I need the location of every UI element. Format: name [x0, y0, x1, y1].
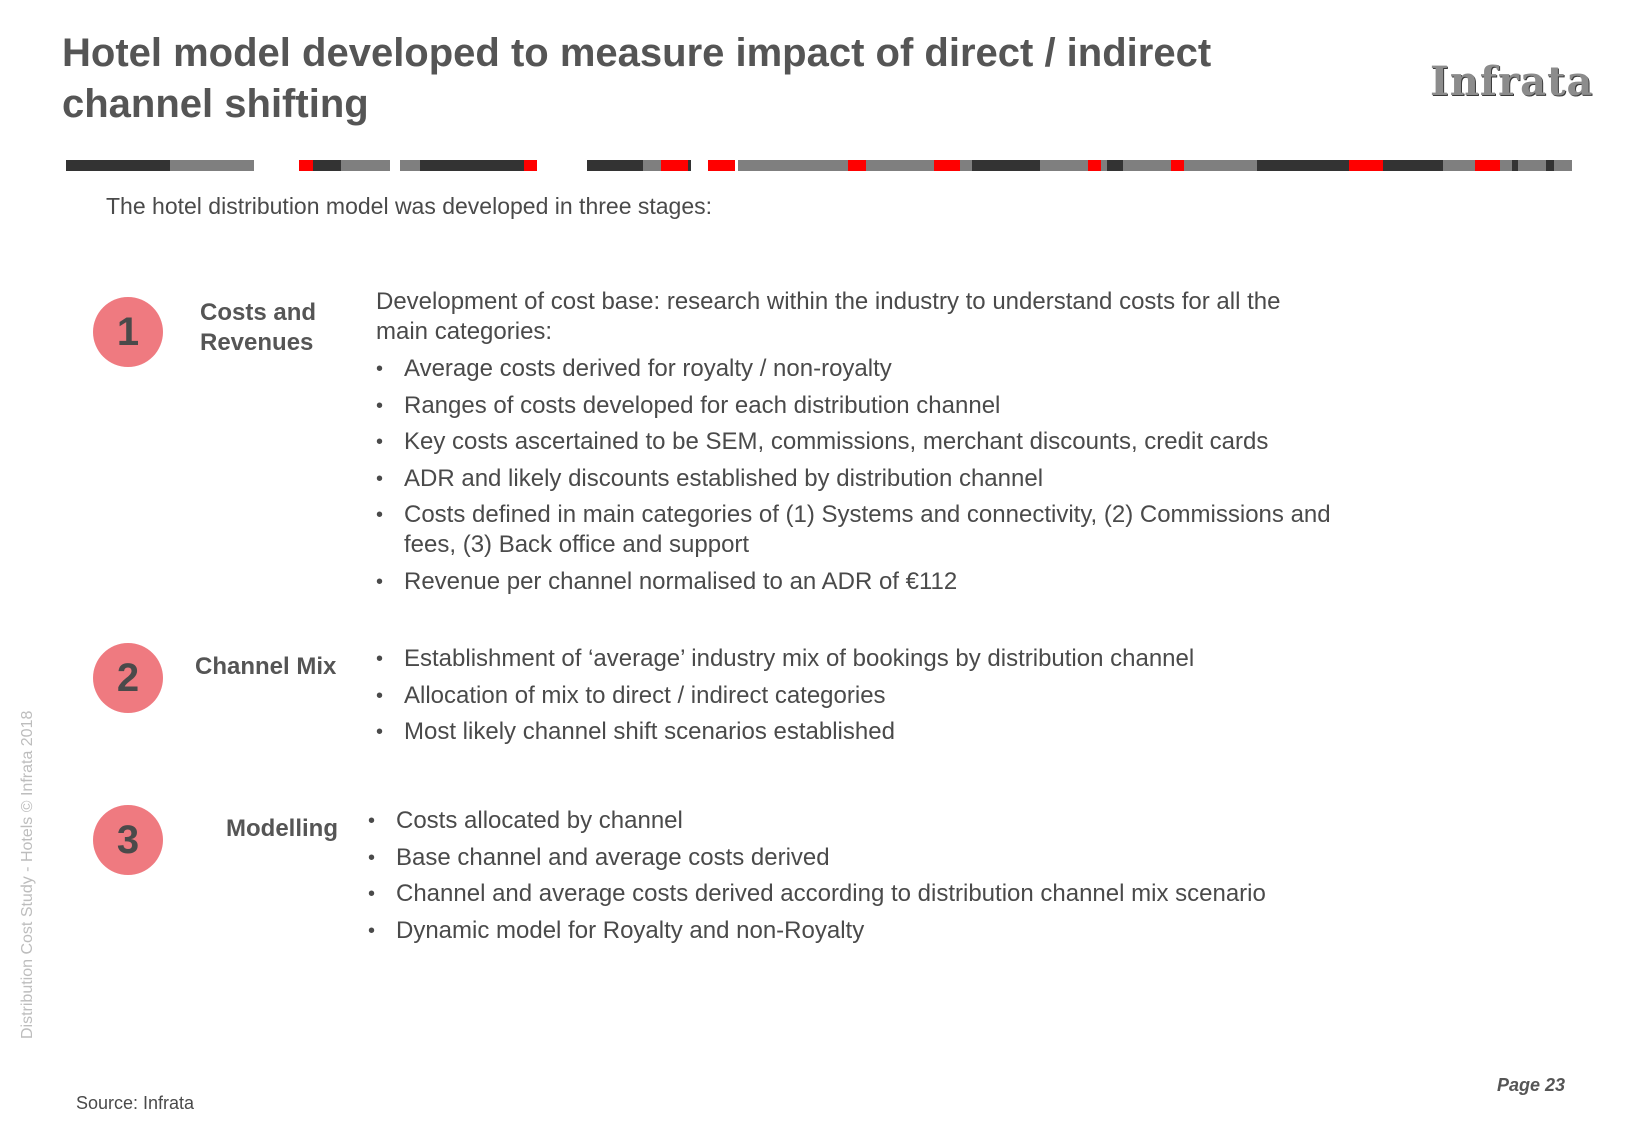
list-item: Average costs derived for royalty / non-…	[376, 354, 1336, 384]
list-item: Revenue per channel normalised to an ADR…	[376, 567, 1336, 597]
list-item: Most likely channel shift scenarios esta…	[376, 717, 1336, 747]
copyright-side-note: Distribution Cost Study - Hotels © Infra…	[19, 710, 36, 1039]
source-note: Source: Infrata	[76, 1093, 195, 1113]
page-number: Page 23	[1497, 1075, 1566, 1095]
list-item: ADR and likely discounts established by …	[376, 464, 1336, 494]
stage-3-bullet-list: Costs allocated by channel Base channel …	[368, 806, 1328, 952]
list-item: Allocation of mix to direct / indirect c…	[376, 681, 1336, 711]
stage-2-bullet-list: Establishment of ‘average’ industry mix …	[376, 644, 1336, 754]
stage-1-bullet-list: Average costs derived for royalty / non-…	[376, 354, 1336, 603]
stage-3-number-badge: 3	[93, 805, 163, 875]
intro-text: The hotel distribution model was develop…	[106, 193, 713, 219]
list-item: Establishment of ‘average’ industry mix …	[376, 644, 1336, 674]
stage-1-description: Development of cost base: research withi…	[376, 288, 1281, 345]
page-title: Hotel model developed to measure impact …	[62, 31, 1212, 126]
list-item: Costs defined in main categories of (1) …	[376, 500, 1336, 560]
list-item: Channel and average costs derived accord…	[368, 879, 1328, 909]
stage-3-label: Modelling	[226, 815, 338, 842]
stage-1-label: Costs and Revenues	[200, 299, 317, 356]
stage-2-number-badge: 2	[93, 643, 163, 713]
infrata-logo: Infrata	[1430, 58, 1594, 105]
stage-2-label: Channel Mix	[195, 653, 337, 680]
list-item: Ranges of costs developed for each distr…	[376, 391, 1336, 421]
list-item: Key costs ascertained to be SEM, commiss…	[376, 427, 1336, 457]
list-item: Dynamic model for Royalty and non-Royalt…	[368, 916, 1328, 946]
list-item: Costs allocated by channel	[368, 806, 1328, 836]
stage-1-number-badge: 1	[93, 297, 163, 367]
list-item: Base channel and average costs derived	[368, 843, 1328, 873]
